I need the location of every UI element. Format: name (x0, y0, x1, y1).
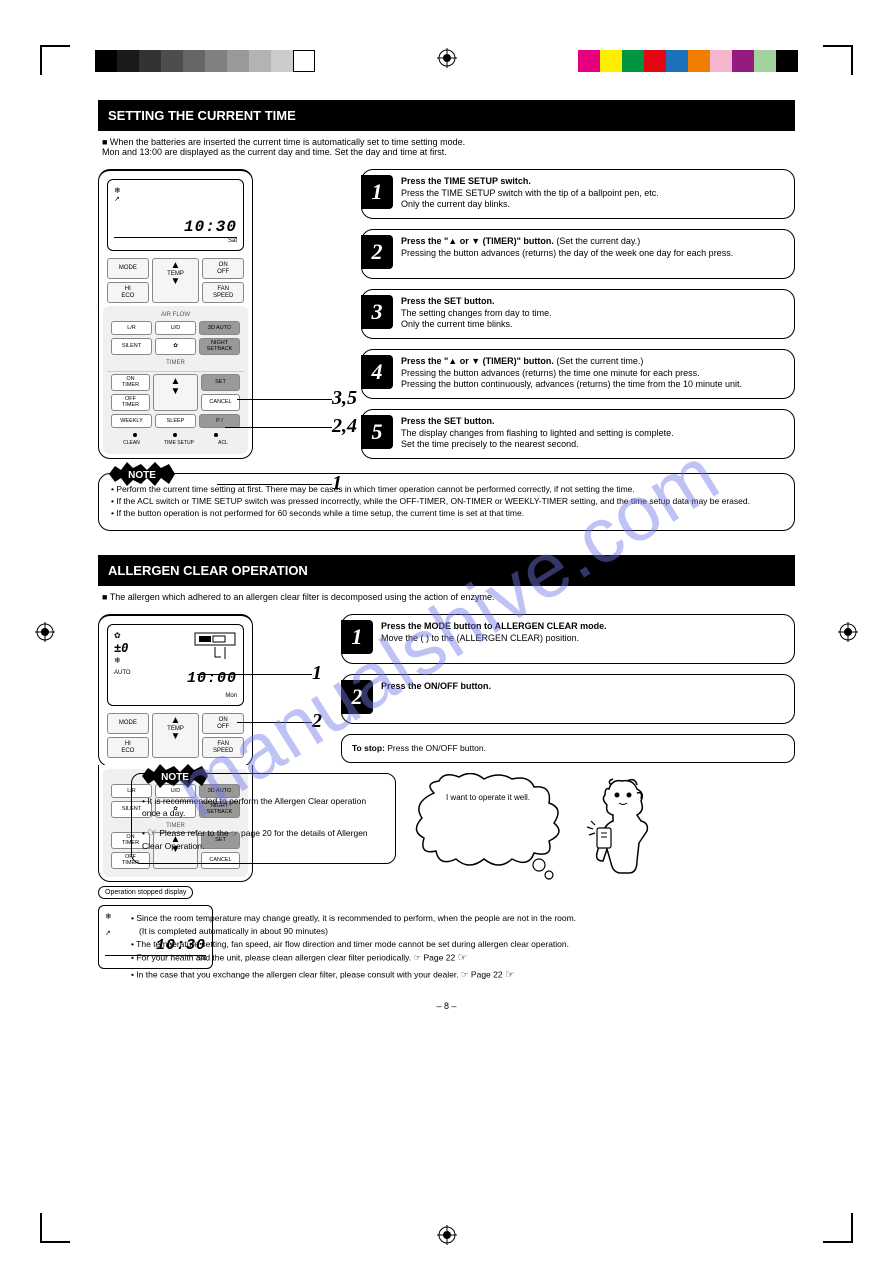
registration-mark-bottom (437, 1225, 457, 1245)
offtimer-button: OFF TIMER (111, 394, 150, 411)
svg-text:NOTE: NOTE (128, 470, 156, 481)
step-4: 4 Press the "▲ or ▼ (TIMER)" button. (Se… (361, 349, 795, 399)
temp-button: ▲TEMP▼ (152, 258, 200, 303)
fan-button-2: FAN SPEED (202, 737, 244, 758)
hieco-button: HI ECO (107, 282, 149, 303)
sleep-button: SLEEP (155, 414, 196, 428)
page-number: – 8 – (98, 1001, 795, 1011)
cancel-button: CANCEL (201, 394, 240, 411)
note-box-1: NOTE • Perform the current time setting … (98, 473, 795, 531)
callout-24: 2,4 (332, 415, 357, 438)
onoff-button-2: ON OFF (202, 713, 244, 734)
screen-time-1: 10:30 (114, 218, 237, 238)
acl-label: ACL (218, 440, 228, 446)
step-2: 2 Press the "▲ or ▼ (TIMER)" button. (Se… (361, 229, 795, 279)
step-1: 1 Press the TIME SETUP switch.Press the … (361, 169, 795, 219)
timer-arrows: ▲▼ (153, 374, 198, 411)
mode-button-2: MODE (107, 713, 149, 734)
screen-day-1: Sat (114, 238, 237, 244)
svg-text:NOTE: NOTE (161, 772, 189, 783)
section1-intro: ■ When the batteries are inserted the cu… (98, 137, 795, 157)
color-calibration-bar (578, 50, 798, 72)
crop-mark-tl (40, 45, 70, 75)
hieco-button-2: HI ECO (107, 737, 149, 758)
callout-35: 3,5 (332, 387, 357, 410)
step-3: 3 Press the SET button.The setting chang… (361, 289, 795, 339)
lr-button: L/R (111, 321, 152, 335)
section2-intro: ■ The allergen which adhered to an aller… (98, 592, 795, 602)
registration-mark-left (35, 622, 55, 642)
steps-1: 1 Press the TIME SETUP switch.Press the … (361, 169, 795, 459)
ontimer-button: ON TIMER (111, 374, 150, 391)
remote-control-2: ✿ ±0 ❄ AUTO10:00 Mon MODE HI ECO ▲TEMP▼ O… (98, 614, 253, 767)
set-button: SET (201, 374, 240, 391)
ud-button: U/D (155, 321, 196, 335)
stop-box: To stop: Press the ON/OFF button. (341, 734, 795, 763)
crop-mark-bl (40, 1213, 70, 1243)
night-button: NIGHT SETBACK (199, 338, 240, 355)
clean-label: CLEAN (123, 440, 140, 446)
note-box-2: NOTE • It is recommended to perform the … (131, 773, 396, 864)
callout2-2: 2 (312, 710, 322, 733)
remote-control-1: ❄ ↗ 10:30 Sat MODE HI ECO ▲TEMP▼ ON OFF FA… (98, 169, 253, 459)
temp-button-2: ▲TEMP▼ (152, 713, 200, 758)
registration-mark-right (838, 622, 858, 642)
s2-step-1: 1 Press the MODE button to ALLERGEN CLEA… (341, 614, 795, 664)
silent-button: SILENT (111, 338, 152, 355)
timer-label: TIMER (107, 360, 244, 366)
callout2-1: 1 (312, 662, 322, 685)
crop-mark-tr (823, 45, 853, 75)
step-5: 5 Press the SET button.The display chang… (361, 409, 795, 459)
3dauto-button: 3D AUTO (199, 321, 240, 335)
thought-bubble: I want to operate it well. (404, 773, 569, 890)
page-content: SETTING THE CURRENT TIME ■ When the batt… (98, 100, 795, 1011)
registration-mark-top (437, 48, 457, 68)
bottom-info: • Since the room temperature may change … (131, 912, 795, 983)
remote-screen-2: ✿ ±0 ❄ AUTO10:00 Mon (107, 624, 244, 706)
grayscale-calibration-bar (95, 50, 315, 72)
mode-button: MODE (107, 258, 149, 279)
person-illustration (577, 773, 667, 883)
thought-text: I want to operate it well. (428, 793, 548, 803)
crop-mark-br (823, 1213, 853, 1243)
section1-title: SETTING THE CURRENT TIME (98, 100, 795, 131)
allergen-button: ✿ (155, 338, 196, 355)
onoff-button: ON OFF (202, 258, 244, 279)
section2-title: ALLERGEN CLEAR OPERATION (98, 555, 795, 586)
remote-screen-1: ❄ ↗ 10:30 Sat (107, 179, 244, 251)
fan-button: FAN SPEED (202, 282, 244, 303)
s2-step-2: 2 Press the ON/OFF button. (341, 674, 795, 724)
weekly-button: WEEKLY (111, 414, 152, 428)
airflow-label: AIR FLOW (107, 312, 244, 318)
timesetup-label: TIME SETUP (164, 440, 194, 446)
